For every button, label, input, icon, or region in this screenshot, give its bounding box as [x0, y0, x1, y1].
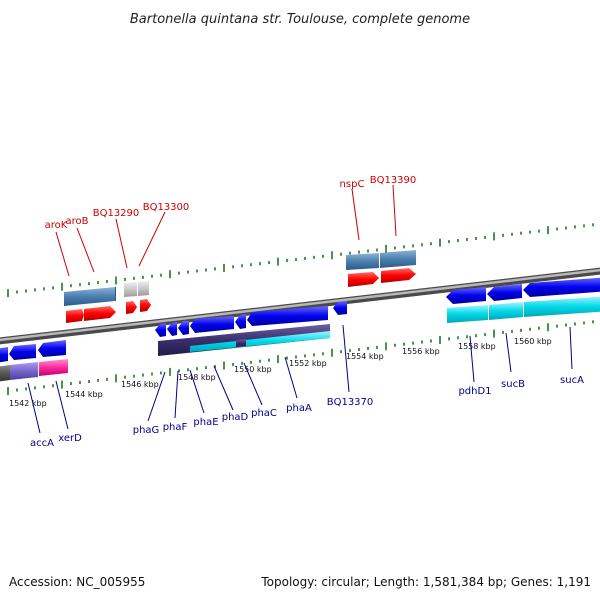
phaC-gene-arrow[interactable] [235, 314, 246, 329]
sucB-cds-block[interactable] [489, 302, 523, 320]
accA-cds-block[interactable] [10, 362, 38, 380]
phaF-gene-arrow[interactable] [167, 322, 177, 336]
BQ13390-gene-arrow[interactable] [381, 268, 416, 283]
gene-label-phaA[interactable]: phaA [286, 403, 312, 414]
gene-label-phaE[interactable]: phaE [193, 417, 218, 428]
genome-summary-text: Topology: circular; Length: 1,581,384 bp… [260, 575, 591, 589]
scale-label-1550: 1550 kbp [234, 365, 272, 374]
aroB-cds-block[interactable] [115, 287, 116, 301]
aroK-cds-block[interactable] [64, 287, 115, 306]
BQ13290-pseudo-block[interactable] [124, 282, 137, 297]
BQ13390-cds-block[interactable] [380, 250, 416, 268]
sucB-gene-arrow[interactable] [487, 284, 522, 301]
gene-label-sucB[interactable]: sucB [501, 379, 525, 390]
reverse-strand-features [0, 277, 600, 382]
left-gene-arrow[interactable] [0, 347, 8, 363]
scale-label-1558: 1558 kbp [458, 342, 496, 351]
pha-cyan-cds-block[interactable] [190, 331, 330, 352]
aroK-gene-arrow[interactable] [66, 309, 84, 323]
gene-label-BQ13370[interactable]: BQ13370 [327, 397, 374, 408]
reverse-gene-labels: accA xerD phaG phaF phaE phaD phaC phaA … [27, 324, 584, 449]
scale-label-1548: 1548 kbp [178, 373, 216, 382]
forward-gene-labels: aroK aroB BQ13290 BQ13300 nspC BQ13390 [45, 175, 417, 277]
nspC-cds-block[interactable] [346, 253, 379, 270]
scale-label-1546: 1546 kbp [121, 380, 159, 389]
gene-label-sucA[interactable]: sucA [560, 375, 584, 386]
xerD-cds-block[interactable] [39, 359, 68, 376]
phaD-gene-arrow[interactable] [190, 316, 234, 333]
BQ13370-gene-arrow[interactable] [333, 301, 347, 315]
upper-tick-row [7, 223, 594, 298]
gene-label-BQ13300[interactable]: BQ13300 [143, 202, 190, 213]
pdhD1-gene-arrow[interactable] [446, 287, 486, 304]
map-title: Bartonella quintana str. Toulouse, compl… [130, 12, 470, 27]
gene-label-aroK[interactable]: aroK [45, 220, 68, 231]
accA-gene-arrow[interactable] [9, 344, 36, 360]
scale-label-1554: 1554 kbp [346, 352, 384, 361]
gene-label-phaG[interactable]: phaG [133, 425, 160, 436]
scale-label-1556: 1556 kbp [402, 347, 440, 356]
gene-label-phaC[interactable]: phaC [251, 408, 277, 419]
gene-label-accA[interactable]: accA [30, 438, 54, 449]
phaE-gene-arrow[interactable] [178, 321, 189, 335]
xerD-gene-arrow[interactable] [38, 340, 66, 357]
BQ13300-pseudo-block[interactable] [138, 281, 149, 296]
pdhD1-cds-block[interactable] [447, 305, 488, 323]
left-grey-block[interactable] [0, 365, 10, 382]
lower-tick-row [7, 320, 594, 396]
scale-label-1560: 1560 kbp [514, 337, 552, 346]
gene-label-aroB[interactable]: aroB [66, 216, 89, 227]
aroB-gene-arrow[interactable] [84, 306, 116, 321]
gene-label-xerD[interactable]: xerD [58, 433, 82, 444]
phaC-dark-insert[interactable] [236, 339, 246, 347]
accession-text: Accession: NC_005955 [9, 575, 145, 589]
gene-label-phaD[interactable]: phaD [222, 412, 249, 423]
scale-label-1544: 1544 kbp [65, 390, 103, 399]
scale-label-1552: 1552 kbp [289, 359, 327, 368]
nspC-gene-arrow[interactable] [348, 272, 379, 287]
genome-backbone-highlight [0, 268, 600, 342]
gene-label-BQ13390[interactable]: BQ13390 [370, 175, 417, 186]
forward-strand-features [64, 250, 416, 323]
scale-labels: 1542 kbp 1544 kbp 1546 kbp 1548 kbp 1550… [9, 337, 552, 408]
BQ13300-gene-arrow[interactable] [140, 299, 151, 312]
sucA-gene-arrow[interactable] [523, 277, 600, 297]
phaA-gene-arrow[interactable] [247, 306, 328, 326]
gene-label-pdhD1[interactable]: pdhD1 [458, 386, 491, 397]
BQ13290-gene-arrow[interactable] [126, 301, 137, 314]
gene-label-nspC[interactable]: nspC [340, 179, 365, 190]
phaG-gene-arrow[interactable] [155, 323, 166, 337]
scale-label-1542: 1542 kbp [9, 399, 47, 408]
gene-label-BQ13290[interactable]: BQ13290 [93, 208, 140, 219]
sucA-cds-block[interactable] [524, 296, 600, 317]
gene-label-phaF[interactable]: phaF [163, 422, 188, 433]
